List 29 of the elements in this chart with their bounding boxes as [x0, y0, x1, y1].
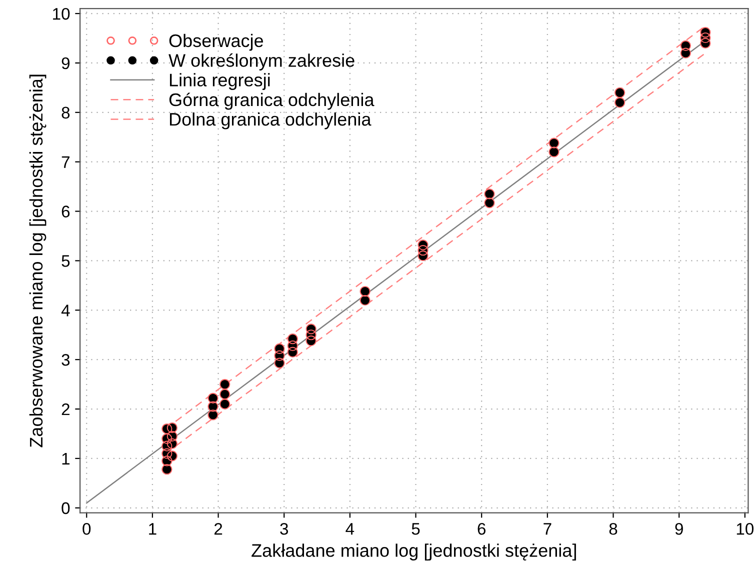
y-tick-label: 3 — [62, 354, 70, 366]
legend-label: Obserwacje — [169, 34, 264, 51]
x-tick-label: 1 — [149, 523, 156, 535]
legend-label: Dolna granica odchylenia — [170, 112, 372, 130]
x-tick-label: 10 — [736, 522, 754, 535]
legend-label: Linia regresji — [170, 73, 270, 90]
y-tick-label: 2 — [62, 403, 70, 416]
y-tick-label: 0 — [62, 502, 70, 514]
x-tick-label: 2 — [214, 522, 222, 535]
legend-label: W określonym zakresie — [168, 53, 354, 70]
y-tick-label: 7 — [62, 156, 70, 168]
y-axis-title: Zaobserwowane miano log [jednostki stężenia] — [29, 74, 46, 448]
y-tick-label: 9 — [62, 57, 70, 70]
x-tick-label: 0 — [82, 522, 91, 535]
x-tick-label: 4 — [346, 523, 354, 535]
x-tick-label: 3 — [280, 522, 288, 535]
x-tick-label: 5 — [412, 523, 420, 535]
x-tick-label: 9 — [675, 522, 683, 535]
x-axis-title: Zakładane miano log [jednostki stężenia] — [252, 544, 576, 560]
legend-label: Górna granica odchylenia — [169, 92, 374, 110]
y-tick-label: 8 — [62, 106, 70, 119]
x-tick-label: 8 — [609, 522, 618, 535]
x-tick-label: 6 — [478, 522, 486, 535]
y-tick-label: 1 — [62, 453, 70, 464]
y-tick-label: 5 — [62, 255, 70, 267]
x-tick-label: 7 — [544, 523, 552, 535]
y-tick-label: 6 — [62, 206, 70, 218]
y-tick-label: 4 — [61, 304, 70, 316]
y-tick-label: 10 — [53, 8, 70, 20]
